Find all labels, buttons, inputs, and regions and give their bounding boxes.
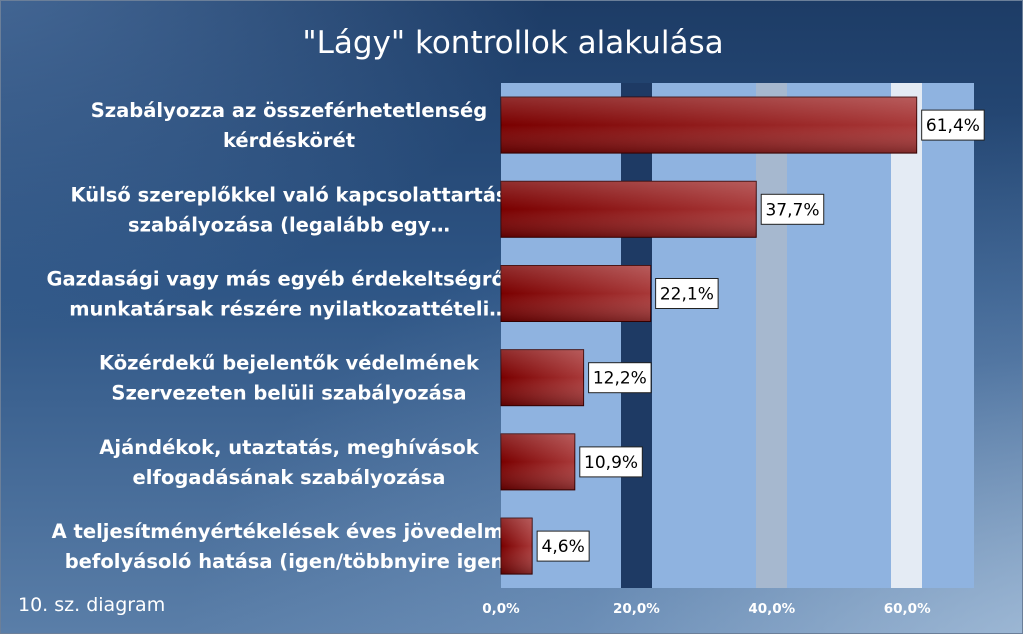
bar-shade-4 — [501, 349, 584, 406]
data-label-1: 61,4% — [926, 116, 980, 136]
bar-shade-3 — [501, 265, 651, 322]
x-tick-label-4: 60,0% — [884, 601, 931, 617]
x-tick-label-1: 0,0% — [482, 601, 520, 617]
data-label-5: 10,9% — [584, 453, 638, 473]
category-label-3-line-1: Gazdasági vagy más egyéb érdekeltségről … — [46, 268, 531, 291]
category-label-5-line-2: elfogadásának szabályozása — [133, 466, 446, 489]
category-label-2-line-1: Külső szereplőkkel való kapcsolattartás — [70, 183, 507, 206]
category-label-4-line-1: Közérdekű bejelentők védelmének — [99, 352, 480, 375]
category-label-6-line-2: befolyásoló hatása (igen/többnyire igen) — [65, 550, 514, 573]
plot-band-2 — [621, 83, 652, 588]
data-label-6: 4,6% — [542, 537, 585, 557]
category-label-4-line-2: Szervezeten belüli szabályozása — [111, 382, 466, 405]
category-label-1-line-2: kérdéskörét — [223, 129, 355, 152]
category-label-1-line-1: Szabályozza az összeférhetetlenség — [91, 99, 487, 122]
category-label-5-line-1: Ajándékok, utaztatás, meghívások — [99, 436, 479, 459]
plot-band-6 — [891, 83, 922, 588]
bar-shade-6 — [501, 518, 533, 575]
plot-band-5 — [787, 83, 891, 588]
data-label-box-5 — [579, 446, 643, 478]
data-label-box-1 — [921, 109, 985, 141]
plot-band-3 — [652, 83, 756, 588]
plot-band-7 — [922, 83, 974, 588]
data-label-4: 12,2% — [593, 369, 647, 389]
category-label-3-line-2: munkatársak részére nyilatkozattételi… — [69, 298, 509, 321]
x-tick-label-3: 40,0% — [748, 601, 795, 617]
bar-shade-2 — [501, 181, 757, 238]
category-label-2-line-2: szabályozása (legalább egy… — [128, 213, 450, 236]
data-label-3: 22,1% — [660, 285, 714, 305]
data-label-2: 37,7% — [765, 200, 819, 220]
data-label-box-3 — [655, 278, 719, 309]
plot-band-4 — [756, 83, 787, 588]
plot-band-1 — [501, 83, 621, 588]
diagram-number: 10. sz. diagram — [18, 594, 165, 616]
category-label-6-line-1: A teljesítményértékelések éves jövedelme… — [52, 520, 527, 543]
chart-title: "Lágy" kontrollok alakulása — [302, 25, 723, 61]
data-label-box-6 — [536, 530, 590, 562]
bar-shade-1 — [501, 97, 917, 154]
x-tick-label-2: 20,0% — [613, 601, 660, 617]
bar-shade-5 — [501, 433, 575, 490]
data-label-box-4 — [588, 362, 652, 394]
plot-area — [501, 83, 974, 588]
data-label-box-2 — [760, 193, 825, 225]
